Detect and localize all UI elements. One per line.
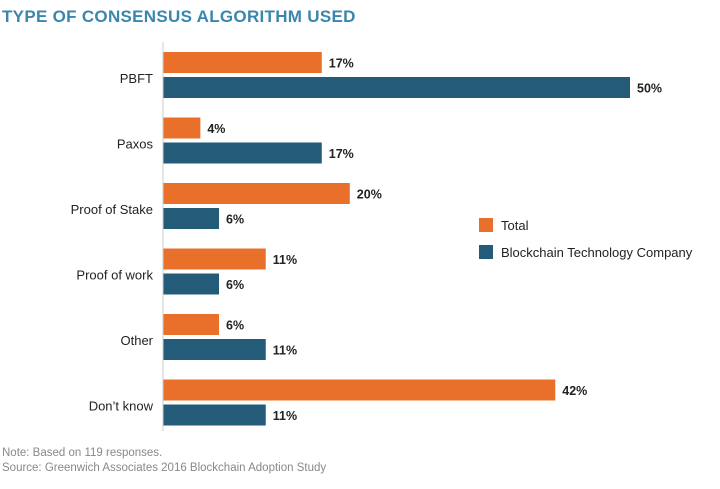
value-label-company-proof-of-stake: 6%: [226, 213, 244, 227]
category-label-paxos: Paxos: [117, 137, 154, 152]
category-label-other: Other: [120, 333, 153, 348]
bar-total-don-t-know: [163, 379, 556, 401]
category-labels: PBFT Paxos Proof of Stake Proof of work Othe…: [71, 71, 154, 414]
value-label-total-proof-of-work: 11%: [273, 253, 297, 267]
bars-layer: [163, 52, 630, 426]
value-labels: 17% 50% 4% 17% 20% 6% 11% 6% 6% 11% 42% 11%: [207, 57, 662, 424]
chart-title: TYPE OF CONSENSUS ALGORITHM USED: [2, 7, 356, 26]
bar-total-proof-of-work: [163, 248, 266, 270]
legend-swatch-company: [479, 245, 493, 259]
bar-company-paxos: [163, 142, 322, 164]
value-label-company-proof-of-work: 6%: [226, 278, 244, 292]
bar-total-other: [163, 314, 220, 335]
value-label-total-other: 6%: [226, 319, 244, 333]
category-label-proof-of-work: Proof of work: [76, 268, 153, 283]
value-label-total-paxos: 4%: [207, 122, 225, 136]
value-label-total-don-t-know: 42%: [562, 384, 587, 398]
value-label-company-don-t-know: 11%: [273, 409, 297, 423]
bar-total-pbft: [163, 52, 322, 73]
legend-label-company: Blockchain Technology Company: [501, 245, 693, 260]
category-label-don-t-know: Don’t know: [89, 399, 154, 414]
legend-swatch-total: [479, 218, 493, 232]
category-label-pbft: PBFT: [120, 71, 153, 86]
value-label-total-proof-of-stake: 20%: [357, 188, 382, 202]
bar-company-proof-of-work: [163, 273, 220, 295]
value-label-company-paxos: 17%: [329, 147, 354, 161]
bar-company-don-t-know: [163, 404, 266, 426]
bar-company-pbft: [163, 77, 630, 98]
bar-company-proof-of-stake: [163, 208, 220, 229]
value-label-total-pbft: 17%: [329, 57, 354, 71]
footnote-source: Source: Greenwich Associates 2016 Blockc…: [2, 462, 327, 474]
category-label-proof-of-stake: Proof of Stake: [71, 202, 153, 217]
legend-label-total: Total: [501, 218, 529, 233]
value-label-company-other: 11%: [273, 344, 297, 358]
footnote-note: Note: Based on 119 responses.: [2, 447, 163, 459]
value-label-company-pbft: 50%: [637, 82, 662, 96]
bar-total-proof-of-stake: [163, 183, 350, 204]
bar-total-paxos: [163, 117, 201, 139]
legend: Total Blockchain Technology Company: [479, 218, 693, 260]
bar-company-other: [163, 339, 266, 360]
